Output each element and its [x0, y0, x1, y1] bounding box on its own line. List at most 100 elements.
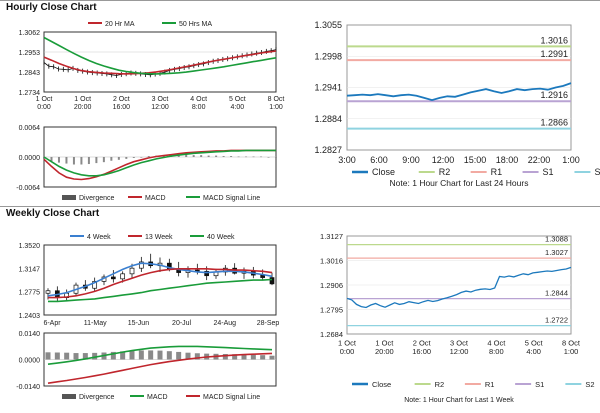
- hourly-macd-histogram-bar: [245, 156, 248, 158]
- hourly-pivot-level-label-s2: 1.2866: [540, 118, 568, 128]
- weekly-macd-histogram-bar: [82, 353, 88, 360]
- hourly-macd-histogram-bar: [50, 157, 53, 162]
- hourly-pivot-legend-label: S1: [543, 167, 554, 177]
- hourly-pivot-xtick: 3:00: [338, 155, 356, 165]
- weekly-macd-histogram-bar: [232, 354, 238, 360]
- weekly-macd-histogram-bar: [129, 350, 135, 360]
- hourly-macd-histogram-bar: [102, 157, 105, 163]
- weekly-pivot-xtick: 8:00: [489, 347, 504, 356]
- weekly-pivot-legend-label: Close: [372, 380, 391, 389]
- hourly-pivot-level-label-r2: 1.3016: [540, 35, 568, 45]
- hourly-pivot-xtick: 22:00: [528, 155, 551, 165]
- hourly-macd-legend-macd-label: MACD: [145, 195, 166, 202]
- weekly-price-ytick: 1.3520: [19, 243, 41, 250]
- hourly-pivot-xtick: 1:00: [562, 155, 580, 165]
- hourly-pivot-ytick: 1.2827: [314, 145, 342, 155]
- weekly-macd-histogram-bar: [73, 353, 79, 360]
- hourly-macd-histogram-bar: [125, 157, 128, 159]
- hourly-macd-histogram-bar: [140, 157, 143, 158]
- hourly-macd-histogram-bar: [132, 157, 135, 158]
- weekly-macd-histogram-bar: [157, 350, 163, 360]
- weekly-macd-histogram-bar: [260, 355, 266, 360]
- weekly-pivot-xtick: 4 Oct: [487, 339, 506, 348]
- hourly-pivot-xtick: 6:00: [370, 155, 388, 165]
- weekly-candle-body: [110, 276, 116, 280]
- weekly-price-4week: [47, 262, 273, 297]
- weekly-macd-ytick: -0.0140: [16, 384, 40, 391]
- weekly-candle-body: [129, 267, 135, 275]
- hourly-price-xtick: 2 Oct: [113, 96, 130, 103]
- hourly-price-legend-20hr-label: 20 Hr MA: [105, 21, 135, 28]
- hourly-macd-histogram-bar: [207, 155, 210, 157]
- hourly-price-legend-50hr-label: 50 Hrs MA: [179, 21, 212, 28]
- weekly-price-legend-4week-label: 4 Week: [87, 234, 111, 241]
- hourly-price-frame: [43, 31, 277, 93]
- hourly-price-xtick: 1:00: [269, 104, 283, 111]
- hourly-price-50hr-ma: [43, 36, 277, 75]
- weekly-price-13week: [48, 267, 273, 299]
- hourly-price-xtick: 3 Oct: [152, 96, 169, 103]
- weekly-macd-histogram-bar: [241, 354, 247, 360]
- weekly-pivot-ytick: 1.2684: [320, 330, 343, 339]
- weekly-price-xtick: 11-May: [84, 320, 107, 327]
- hourly-price-xtick: 16:00: [113, 104, 131, 111]
- hourly-macd-signal-line: [43, 149, 276, 177]
- hourly-macd-histogram-bar: [147, 156, 150, 157]
- weekly-macd-histogram-bar: [64, 352, 70, 360]
- hourly-macd-ytick: -0.0064: [16, 185, 40, 192]
- hourly-macd-histogram-bar: [110, 157, 113, 161]
- hourly-macd-legend-signal-label: MACD Signal Line: [203, 195, 260, 202]
- weekly-pivot-xtick: 16:00: [412, 347, 431, 356]
- hourly-pivot-ytick: 1.2998: [314, 51, 342, 61]
- weekly-price-40week: [48, 278, 273, 303]
- weekly-macd-histogram-bar: [176, 351, 182, 360]
- weekly-price-ytick: 1.2775: [19, 290, 41, 297]
- hourly-macd-histogram-bar: [57, 157, 60, 163]
- weekly-pivot-level-label-r2: 1.3088: [545, 235, 568, 244]
- weekly-pivot-ytick: 1.2906: [320, 281, 343, 290]
- weekly-price-legend-40week-label: 40 Week: [207, 234, 235, 241]
- hourly-pivot-legend-label: Close: [372, 167, 395, 177]
- weekly-macd-ytick: 0.0140: [19, 331, 41, 338]
- weekly-macd-legend-signal-label: MACD Signal Line: [203, 394, 260, 401]
- hourly-pivot-close-line: [346, 82, 572, 102]
- weekly-macd-histogram-bar: [138, 350, 144, 360]
- hourly-pivot-xtick: 18:00: [496, 155, 519, 165]
- hourly-macd-histogram-bar: [267, 157, 270, 158]
- hourly-macd-histogram-bar: [185, 154, 188, 157]
- weekly-macd-legend-macd-label: MACD: [147, 394, 168, 401]
- weekly-macd-ytick: 0.0000: [19, 358, 41, 365]
- weekly-macd-signal-line: [47, 352, 273, 384]
- hourly-macd-legend-divergence-swatch: [62, 195, 76, 200]
- hourly-price-xtick: 1 Oct: [74, 96, 91, 103]
- hourly-macd-histogram-bar: [230, 156, 233, 157]
- hourly-macd-histogram-bar: [117, 157, 120, 160]
- weekly-macd-histogram-bar: [110, 351, 116, 360]
- weekly-pivot-xtick: 20:00: [375, 347, 394, 356]
- hourly-price-xtick: 0:00: [37, 104, 51, 111]
- hourly-price-ytick: 1.2843: [19, 70, 41, 77]
- weekly-pivot-legend-label: R2: [435, 380, 445, 389]
- hourly-macd-histogram-bar: [65, 157, 68, 164]
- hourly-price-xtick: 8 Oct: [268, 96, 285, 103]
- weekly-macd-histogram-bar: [166, 351, 172, 360]
- weekly-pivot-note: Note: 1 Hour Chart for Last 1 Week: [404, 397, 514, 404]
- weekly-macd-histogram-bar: [54, 352, 60, 360]
- hourly-pivot-xtick: 12:00: [432, 155, 455, 165]
- hourly-macd-histogram-bar: [200, 155, 203, 157]
- weekly-pivot-legend-label: S1: [535, 380, 544, 389]
- weekly-pivot-level-label-s2: 1.2722: [545, 316, 568, 325]
- middle-rule: [0, 206, 600, 207]
- hourly-price-xtick: 4:00: [231, 104, 245, 111]
- weekly-pivot-ytick: 1.3127: [320, 232, 343, 241]
- hourly-macd-histogram-bar: [222, 156, 225, 157]
- weekly-macd-histogram-bar: [222, 354, 228, 360]
- weekly-macd-histogram-bar: [185, 352, 191, 360]
- top-rule: [0, 0, 600, 1]
- weekly-macd-histogram-bar: [194, 353, 200, 360]
- weekly-price-xtick: 6-Apr: [43, 320, 61, 327]
- weekly-pivot-legend-label: S2: [585, 380, 594, 389]
- weekly-candle-body: [120, 273, 126, 280]
- weekly-macd-histogram-bar: [148, 350, 154, 360]
- weekly-candle-body: [269, 277, 275, 285]
